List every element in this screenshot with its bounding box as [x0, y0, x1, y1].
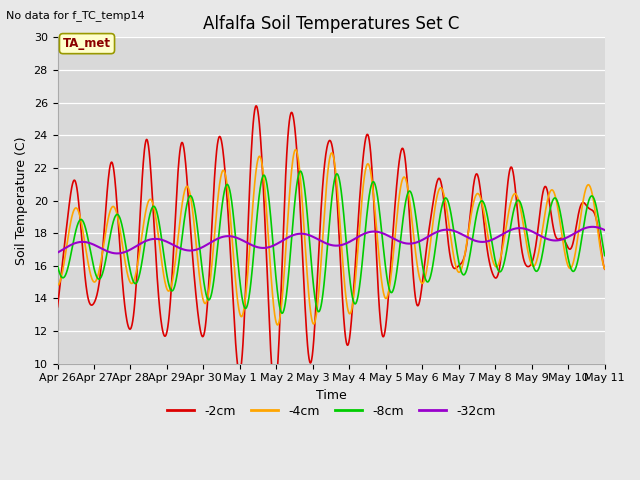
X-axis label: Time: Time: [316, 389, 346, 402]
Y-axis label: Soil Temperature (C): Soil Temperature (C): [15, 136, 28, 265]
Legend: -2cm, -4cm, -8cm, -32cm: -2cm, -4cm, -8cm, -32cm: [162, 400, 500, 423]
Text: TA_met: TA_met: [63, 37, 111, 50]
Title: Alfalfa Soil Temperatures Set C: Alfalfa Soil Temperatures Set C: [203, 15, 460, 33]
Text: No data for f_TC_temp14: No data for f_TC_temp14: [6, 10, 145, 21]
